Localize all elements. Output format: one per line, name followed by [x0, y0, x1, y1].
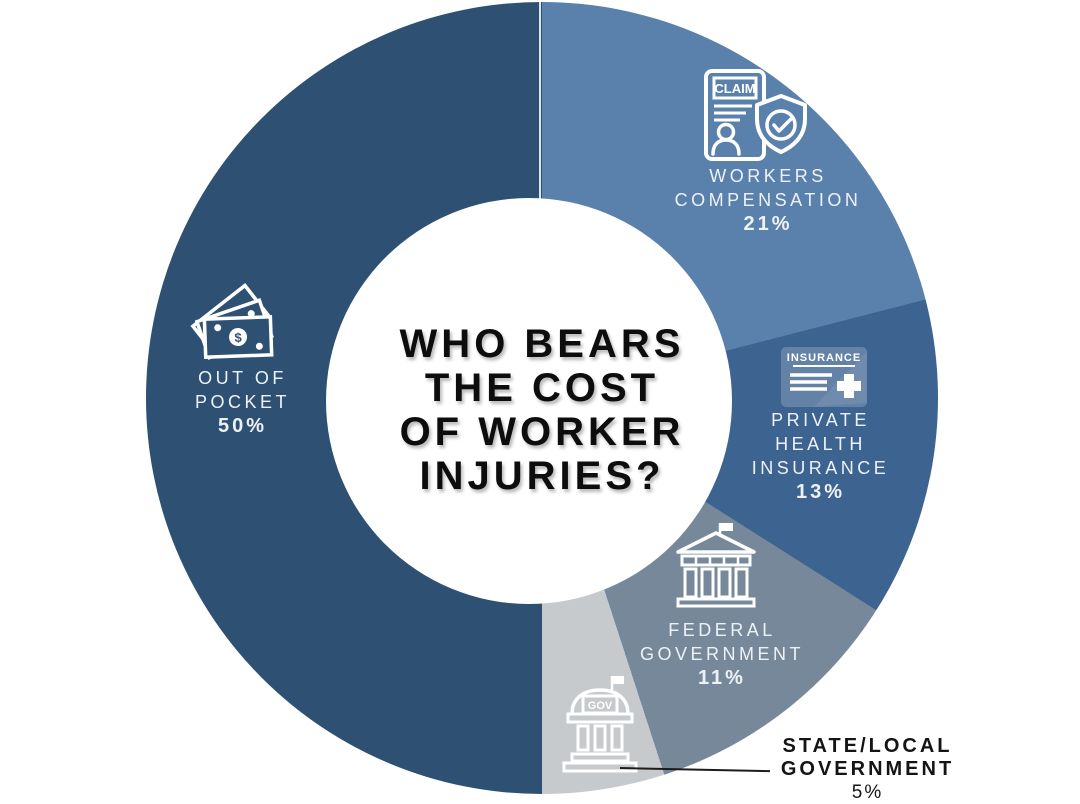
claim-document-shield-icon: CLAIM [696, 66, 808, 171]
chart-title-line: OF WORKER [399, 410, 685, 454]
segment-pct: 13% [795, 481, 846, 503]
dollar-glyph: $ [234, 330, 243, 345]
chart-title: WHO BEARS THE COST OF WORKER INJURIES? [312, 322, 772, 498]
segment-label-workers-compensation: WORKERS COMPENSATION 21% [628, 164, 908, 236]
segment-label-out-of-pocket: OUT OF POCKET 50% [130, 366, 355, 438]
segment-pct: 50% [217, 415, 268, 437]
segment-pct: 11% [698, 667, 746, 689]
claim-label: CLAIM [714, 81, 755, 96]
gov-label: GOV [588, 700, 613, 712]
insurance-card-icon: INSURANCE [780, 346, 868, 413]
segment-pct: 21% [743, 213, 793, 235]
segment-label-state-local-government: STATE/LOCAL GOVERNMENT 5% [760, 735, 975, 804]
segment-divider [539, 2, 541, 199]
segment-label-line: HEALTH [775, 434, 866, 454]
chart-title-line: WHO BEARS [399, 322, 685, 366]
federal-building-icon [668, 520, 764, 613]
chart-title-line: INJURIES? [419, 454, 665, 498]
segment-label-line: OUT OF [198, 368, 287, 388]
insurance-label: INSURANCE [787, 352, 861, 364]
money-bills-icon: $ $ [182, 258, 294, 375]
segment-label-line: PRIVATE [771, 410, 870, 430]
chart-hole [326, 198, 732, 604]
segment-label-line: POCKET [194, 392, 290, 412]
segment-label-federal-government: FEDERAL GOVERNMENT 11% [612, 618, 832, 690]
segment-label-line: GOVERNMENT [780, 758, 955, 780]
segment-label-line: STATE/LOCAL [782, 735, 953, 757]
chart-title-line: THE COST [424, 366, 660, 410]
segment-label-line: WORKERS [709, 166, 827, 186]
segment-label-line: INSURANCE [751, 458, 890, 478]
segment-label-line: COMPENSATION [674, 190, 862, 210]
segment-label-line: FEDERAL [668, 620, 776, 640]
segment-label-line: GOVERNMENT [639, 644, 804, 664]
segment-pct: 5% [851, 782, 884, 803]
segment-label-private-health-insurance: PRIVATE HEALTH INSURANCE 13% [718, 408, 923, 504]
gov-building-icon: GOV [552, 672, 648, 779]
